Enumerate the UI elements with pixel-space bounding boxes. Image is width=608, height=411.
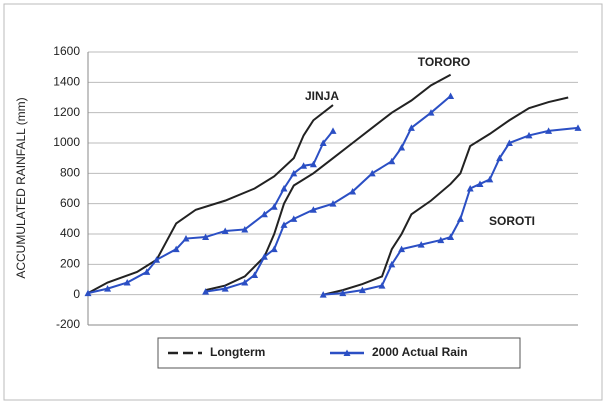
- chart-frame: [3, 3, 603, 401]
- point-marker: [447, 92, 455, 99]
- y-tick-label: 200: [60, 257, 80, 271]
- point-marker: [545, 127, 553, 134]
- y-tick-label: 400: [60, 226, 80, 240]
- annotation: TORORO: [418, 55, 470, 69]
- point-marker: [172, 245, 180, 253]
- point-marker: [398, 144, 406, 151]
- y-tick-label: 800: [60, 166, 80, 180]
- series-line: [87, 73, 569, 296]
- point-marker: [270, 245, 278, 253]
- point-marker: [123, 279, 131, 286]
- y-tick-label: 600: [60, 196, 80, 210]
- point-marker: [505, 139, 513, 146]
- point-marker: [329, 127, 337, 134]
- point-marker: [398, 245, 406, 253]
- point-marker: [417, 241, 425, 248]
- point-marker: [84, 289, 92, 297]
- annotation: JINJA: [305, 89, 339, 103]
- point-marker: [104, 285, 112, 292]
- point-marker: [221, 285, 229, 292]
- point-marker: [251, 271, 259, 278]
- y-tick-label: 1600: [53, 44, 80, 58]
- y-tick-label: 0: [73, 287, 80, 301]
- legend-label: 2000 Actual Rain: [372, 345, 468, 359]
- point-marker: [202, 233, 210, 241]
- point-marker: [525, 131, 533, 139]
- point-marker: [260, 210, 268, 218]
- point-marker: [221, 227, 229, 234]
- point-marker: [290, 215, 298, 222]
- point-marker: [319, 291, 327, 298]
- point-marker: [388, 260, 396, 268]
- annotation: SOROTI: [489, 214, 535, 228]
- point-marker: [309, 160, 317, 168]
- legend-label: Longterm: [210, 345, 265, 359]
- y-tick-label: -200: [56, 317, 80, 331]
- point-marker: [329, 200, 337, 207]
- point-marker: [358, 286, 366, 294]
- point-marker: [241, 225, 249, 233]
- point-marker: [319, 139, 327, 146]
- point-marker: [260, 253, 268, 260]
- point-marker: [270, 203, 278, 210]
- point-marker: [427, 109, 435, 116]
- point-marker: [202, 288, 210, 295]
- y-tick-label: 1400: [53, 75, 80, 89]
- point-marker: [290, 169, 298, 177]
- point-marker: [349, 188, 357, 195]
- y-tick-label: 1200: [53, 105, 80, 119]
- y-axis-label: ACCUMULATED RAINFALL (mm): [14, 97, 28, 278]
- point-marker: [378, 282, 386, 289]
- point-marker: [388, 157, 396, 165]
- point-marker: [300, 162, 308, 169]
- point-marker: [486, 175, 494, 183]
- point-marker: [182, 235, 190, 242]
- point-marker: [574, 124, 582, 131]
- legend-marker: [343, 349, 351, 356]
- point-marker: [496, 154, 504, 162]
- point-marker: [447, 233, 455, 241]
- point-marker: [456, 215, 464, 222]
- point-marker: [309, 206, 317, 213]
- point-marker: [280, 185, 288, 192]
- point-marker: [368, 169, 376, 177]
- y-tick-label: 1000: [53, 135, 80, 149]
- point-marker: [280, 221, 288, 228]
- point-marker: [466, 185, 474, 192]
- point-marker: [407, 124, 415, 131]
- point-marker: [339, 289, 347, 297]
- point-marker: [153, 256, 161, 263]
- point-marker: [437, 236, 445, 244]
- point-marker: [241, 279, 249, 286]
- point-marker: [476, 180, 484, 187]
- point-marker: [143, 268, 151, 275]
